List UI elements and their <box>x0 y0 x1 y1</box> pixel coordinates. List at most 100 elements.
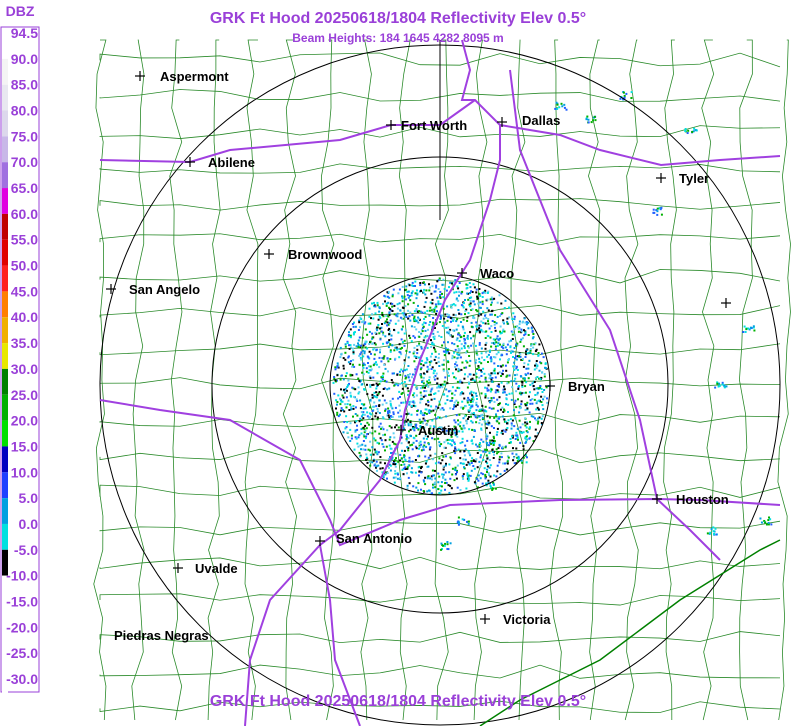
echo-pixel <box>473 414 476 417</box>
echo-pixel <box>354 421 356 424</box>
echo-pixel <box>585 118 588 121</box>
echo-pixel <box>362 373 365 376</box>
echo-pixel <box>508 392 511 395</box>
echo-pixel <box>511 436 514 439</box>
echo-pixel <box>472 342 475 345</box>
echo-pixel <box>359 444 362 447</box>
echo-pixel <box>419 373 422 376</box>
echo-pixel <box>388 312 391 315</box>
echo-pixel <box>359 326 361 329</box>
echo-pixel <box>512 414 515 417</box>
echo-pixel <box>422 326 424 329</box>
legend-swatch <box>2 317 8 344</box>
echo-pixel <box>467 520 470 523</box>
echo-pixel <box>450 457 452 460</box>
echo-pixel <box>472 465 475 467</box>
echo-pixel <box>404 374 407 377</box>
echo-pixel <box>461 518 464 521</box>
echo-pixel <box>402 467 405 470</box>
echo-pixel <box>716 382 719 385</box>
echo-pixel <box>428 376 431 379</box>
echo-pixel <box>515 406 518 409</box>
echo-pixel <box>481 473 484 476</box>
echo-pixel <box>422 281 425 284</box>
echo-pixel <box>464 458 467 461</box>
echo-pixel <box>493 416 496 419</box>
echo-pixel <box>456 403 459 406</box>
echo-pixel <box>335 407 337 410</box>
echo-pixel <box>348 409 351 411</box>
echo-pixel <box>528 426 531 429</box>
echo-pixel <box>419 401 422 404</box>
echo-pixel <box>434 462 437 465</box>
echo-pixel <box>498 294 501 297</box>
echo-pixel <box>433 308 436 311</box>
echo-pixel <box>467 396 470 399</box>
echo-pixel <box>393 304 396 307</box>
echo-pixel <box>390 458 393 461</box>
echo-pixel <box>514 399 517 402</box>
echo-pixel <box>484 291 487 294</box>
echo-pixel <box>388 444 391 447</box>
echo-pixel <box>445 439 448 442</box>
echo-pixel <box>471 442 474 445</box>
echo-pixel <box>515 390 518 393</box>
echo-pixel <box>484 337 487 339</box>
county-line <box>99 304 781 319</box>
echo-pixel <box>454 389 457 392</box>
echo-pixel <box>386 321 389 324</box>
echo-pixel <box>418 335 421 338</box>
echo-pixel <box>476 295 479 298</box>
echo-pixel <box>469 299 472 302</box>
echo-pixel <box>467 345 470 348</box>
county-line <box>99 484 781 500</box>
echo-pixel <box>383 363 386 366</box>
echo-pixel <box>475 325 478 328</box>
echo-pixel <box>500 345 503 348</box>
echo-pixel <box>500 431 503 434</box>
echo-pixel <box>480 423 483 426</box>
echo-pixel <box>360 358 363 361</box>
echo-pixel <box>463 466 465 469</box>
echo-pixel <box>353 343 356 346</box>
echo-pixel <box>449 456 452 459</box>
echo-pixel <box>442 455 445 458</box>
echo-pixel <box>467 474 470 477</box>
echo-pixel <box>434 392 437 395</box>
echo-pixel <box>415 328 418 331</box>
echo-pixel <box>488 406 491 409</box>
echo-pixel <box>457 516 460 519</box>
echo-pixel <box>366 333 369 336</box>
county-line <box>99 448 781 464</box>
echo-pixel <box>443 288 446 290</box>
echo-pixel <box>400 338 403 341</box>
echo-pixel <box>454 431 457 434</box>
echo-pixel <box>424 315 427 318</box>
echo-pixel <box>459 421 462 424</box>
echo-pixel <box>423 441 426 444</box>
echo-pixel <box>498 385 501 388</box>
echo-pixel <box>459 457 462 460</box>
echo-pixel <box>494 345 497 348</box>
echo-pixel <box>526 352 529 355</box>
echo-pixel <box>420 449 423 452</box>
echo-pixel <box>423 321 426 324</box>
echo-pixel <box>442 477 445 480</box>
echo-pixel <box>436 331 439 333</box>
legend-swatch <box>2 58 8 85</box>
echo-pixel <box>418 474 420 477</box>
echo-pixel <box>357 339 360 342</box>
echo-pixel <box>466 386 469 389</box>
echo-pixel <box>430 388 433 391</box>
echo-pixel <box>447 326 450 329</box>
echo-pixel <box>344 390 347 393</box>
echo-pixel <box>490 407 493 410</box>
echo-pixel <box>477 415 480 418</box>
echo-pixel <box>386 414 389 417</box>
echo-pixel <box>469 292 471 294</box>
echo-pixel <box>429 390 432 393</box>
echo-pixel <box>454 448 457 451</box>
city-markers <box>106 71 731 624</box>
echo-pixel <box>349 422 352 425</box>
echo-pixel <box>441 283 444 286</box>
